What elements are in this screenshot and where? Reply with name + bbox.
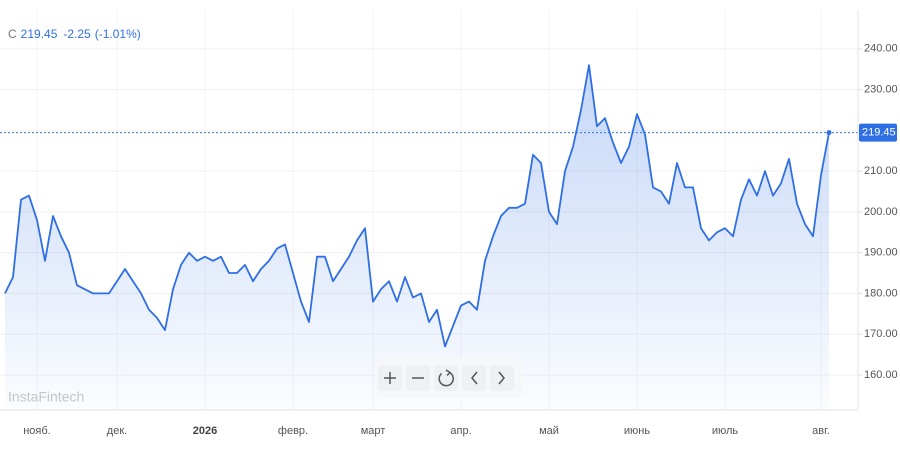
y-tick-label: 200.00 (864, 206, 898, 218)
scroll-left-button[interactable] (462, 365, 486, 391)
plot (0, 64, 858, 410)
last-price: 219.45 (21, 27, 58, 41)
x-tick-label: июль (712, 425, 739, 437)
y-tick-label: 160.00 (864, 369, 898, 381)
y-tick-label: 190.00 (864, 247, 898, 259)
change-pct: (-1.01%) (95, 27, 141, 41)
x-tick-label: март (361, 425, 386, 437)
ticker: C (8, 27, 17, 41)
x-tick-label: май (539, 425, 559, 437)
zoom-out-button[interactable] (406, 365, 430, 391)
price-tag (859, 123, 897, 142)
y-tick-label: 210.00 (864, 165, 898, 177)
price-tag-label: 219.45 (862, 127, 896, 139)
x-tick-label: февр. (278, 425, 308, 437)
x-tick-label: авг. (812, 425, 830, 437)
y-tick-label: 230.00 (864, 84, 898, 96)
area (5, 65, 829, 410)
change: -2.25 (63, 27, 91, 41)
header: C 219.45 -2.25 (-1.01%) (8, 27, 141, 41)
x-tick-label: апр. (450, 425, 471, 437)
last-point (826, 130, 832, 136)
zoom-in-button[interactable] (378, 365, 402, 391)
y-tick-label: 170.00 (864, 328, 898, 340)
scroll-right-button[interactable] (490, 365, 514, 391)
y-tick-label: 240.00 (864, 43, 898, 55)
toolbar (376, 358, 522, 398)
x-tick-label: июнь (624, 425, 650, 437)
y-tick-label: 180.00 (864, 287, 898, 299)
line (4, 64, 830, 348)
x-tick-label: дек. (107, 425, 127, 437)
x-tick-label: нояб. (23, 425, 51, 437)
x-tick-label: 2026 (193, 425, 217, 437)
watermark: InstaFintech (8, 389, 84, 405)
reset-button[interactable] (434, 365, 458, 391)
